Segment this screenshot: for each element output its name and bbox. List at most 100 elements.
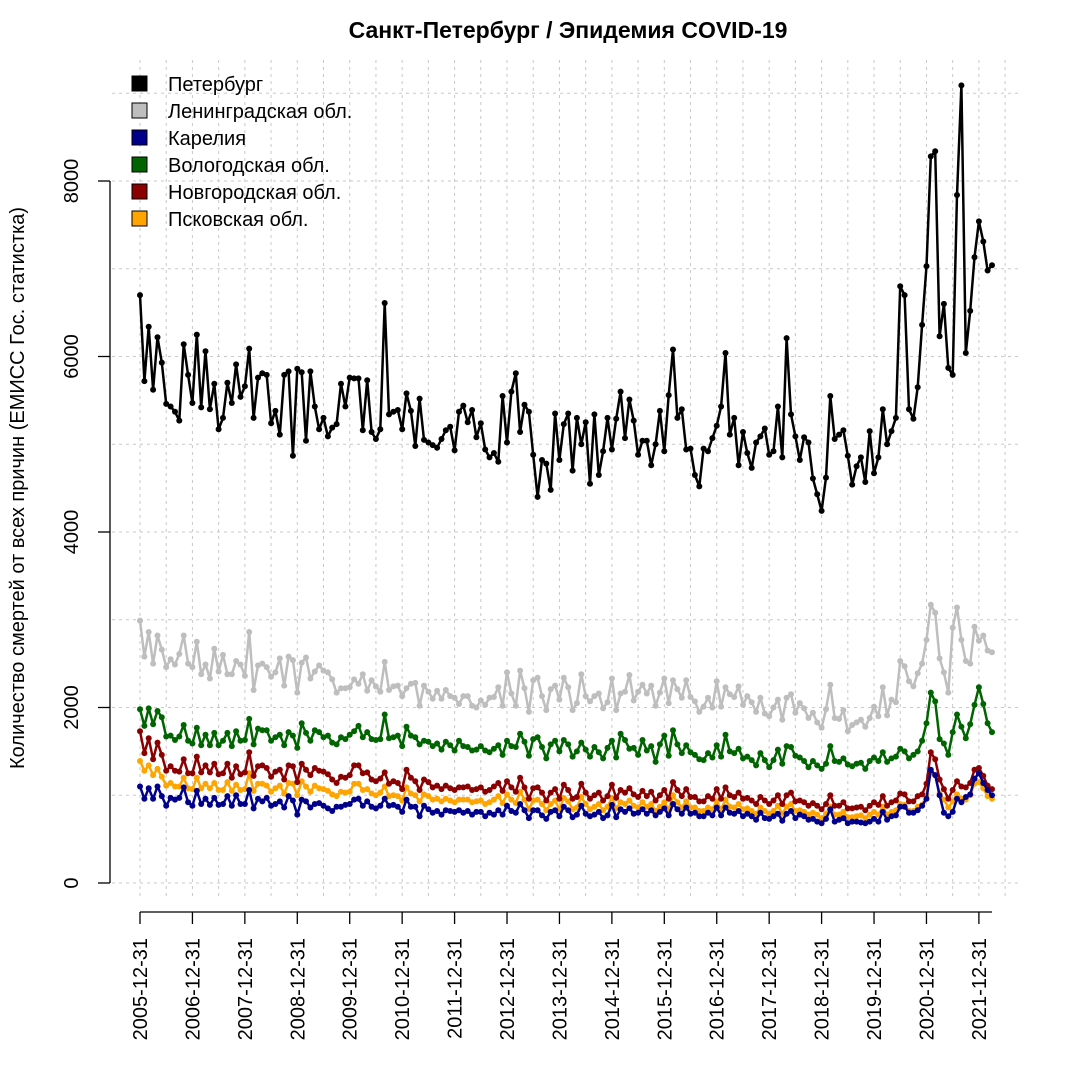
data-point: [862, 815, 869, 822]
data-point: [591, 693, 598, 700]
data-point: [700, 798, 707, 805]
data-point: [543, 797, 550, 804]
data-point: [975, 765, 982, 771]
data-point: [560, 737, 567, 743]
data-point: [932, 148, 939, 155]
data-point: [670, 792, 676, 799]
data-point: [836, 715, 843, 722]
data-point: [206, 742, 213, 749]
data-point: [263, 664, 270, 671]
data-point: [923, 720, 930, 727]
data-point: [263, 765, 270, 771]
data-point: [495, 742, 502, 749]
data-point: [949, 798, 956, 805]
x-tick-label: 2010-12-31: [392, 938, 414, 1040]
data-point: [622, 737, 628, 743]
data-point: [281, 682, 288, 689]
data-point: [324, 787, 331, 794]
data-point: [897, 745, 904, 752]
data-point: [372, 436, 379, 442]
data-point: [643, 803, 650, 810]
data-point: [735, 745, 742, 752]
data-point: [311, 782, 318, 789]
data-point: [844, 728, 851, 735]
data-point: [595, 690, 602, 697]
data-point: [394, 793, 401, 800]
data-point: [871, 754, 877, 761]
data-point: [731, 750, 738, 757]
data-point: [779, 716, 786, 723]
data-point: [324, 669, 331, 676]
data-point: [726, 691, 733, 698]
data-point: [857, 759, 864, 766]
data-point: [954, 795, 960, 802]
data-point: [919, 802, 926, 809]
data-point: [185, 799, 192, 806]
x-tick-label: 2021-12-31: [969, 938, 991, 1040]
data-point: [604, 414, 611, 421]
data-point: [569, 753, 576, 760]
data-point: [940, 740, 947, 747]
data-point: [892, 753, 899, 760]
data-point: [744, 450, 751, 456]
data-point: [849, 722, 856, 728]
data-point: [193, 753, 200, 760]
data-point: [757, 809, 764, 816]
data-point: [906, 809, 912, 816]
data-point: [989, 729, 995, 736]
data-point: [862, 479, 869, 485]
data-point: [648, 462, 655, 469]
data-point: [163, 767, 170, 774]
data-point: [853, 719, 860, 726]
data-point: [836, 802, 843, 809]
data-point: [303, 783, 309, 790]
data-point: [539, 744, 545, 750]
data-point: [486, 799, 493, 806]
data-point: [198, 404, 205, 411]
data-point: [456, 796, 462, 803]
data-point: [582, 789, 589, 796]
data-point: [447, 742, 454, 749]
data-point: [412, 734, 419, 741]
data-point: [316, 729, 323, 736]
data-point: [198, 671, 205, 678]
data-point: [626, 396, 633, 403]
data-point: [359, 427, 366, 434]
data-point: [884, 441, 891, 448]
data-point: [661, 799, 668, 806]
data-point: [635, 809, 642, 816]
data-point: [643, 810, 650, 817]
data-point: [185, 660, 192, 667]
data-point: [718, 795, 725, 802]
data-point: [394, 407, 401, 413]
data-point: [814, 762, 821, 769]
data-point: [788, 411, 794, 418]
data-point: [940, 669, 947, 676]
data-point: [696, 708, 703, 715]
data-point: [504, 439, 510, 446]
data-point: [683, 742, 690, 749]
data-point: [255, 795, 261, 802]
data-point: [949, 787, 956, 793]
data-point: [228, 787, 235, 794]
data-point: [748, 813, 755, 820]
data-point: [504, 737, 510, 744]
data-point: [814, 719, 821, 726]
data-point: [198, 785, 205, 792]
data-point: [150, 772, 157, 779]
data-point: [866, 811, 873, 818]
data-point: [971, 623, 978, 630]
data-point: [294, 792, 301, 799]
data-point: [565, 798, 572, 805]
data-point: [556, 748, 563, 755]
data-point: [783, 792, 790, 799]
data-point: [604, 793, 611, 800]
data-point: [473, 746, 480, 753]
data-point: [329, 676, 336, 683]
data-point: [307, 675, 314, 682]
data-point: [495, 684, 502, 691]
data-point: [740, 701, 746, 708]
data-point: [661, 732, 668, 739]
data-point: [228, 774, 235, 781]
data-point: [630, 697, 637, 704]
